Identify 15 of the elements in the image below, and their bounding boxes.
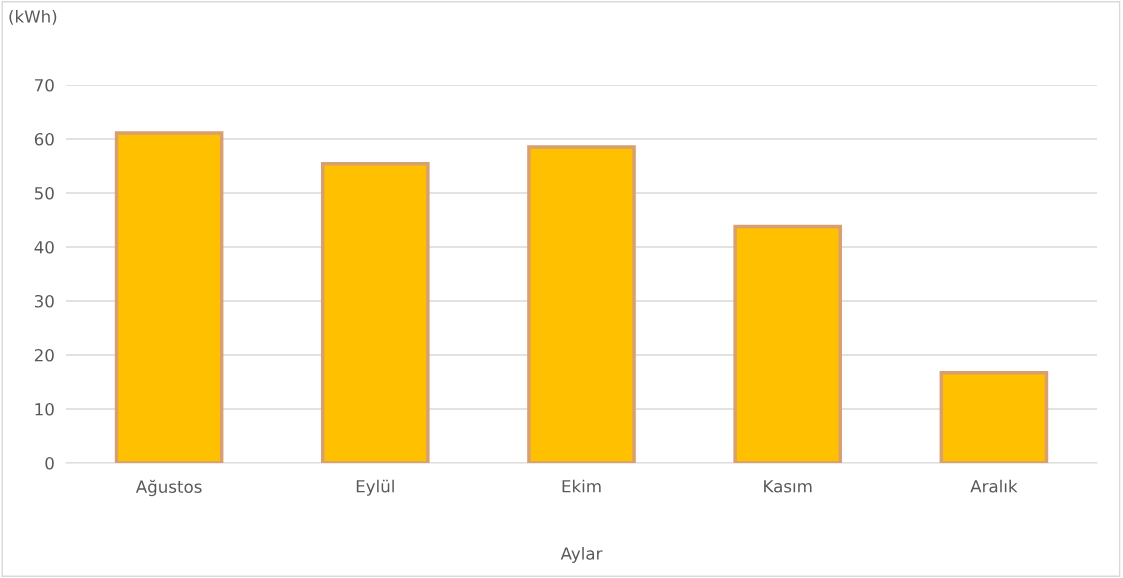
y-tick-label: 10 <box>35 402 54 416</box>
y-tick-label: 50 <box>34 186 54 200</box>
y-tick-label: 70 <box>35 78 54 92</box>
x-tick-label: Kasım <box>764 480 812 493</box>
y-tick-label: 60 <box>34 132 54 146</box>
x-axis-title: Aylar <box>560 546 603 564</box>
x-tick-label: Aralık <box>970 479 1018 493</box>
y-tick-label: 0 <box>45 456 54 470</box>
x-tick-label: Ekim <box>562 479 601 493</box>
y-tick-label: 30 <box>34 294 54 308</box>
x-tick-label: Eylül <box>356 479 394 496</box>
y-tick-label: 20 <box>34 348 54 362</box>
y-axis-title: (kWh) <box>9 9 57 25</box>
y-tick-label: 40 <box>34 240 54 254</box>
x-tick-label: Ağustos <box>135 479 202 497</box>
